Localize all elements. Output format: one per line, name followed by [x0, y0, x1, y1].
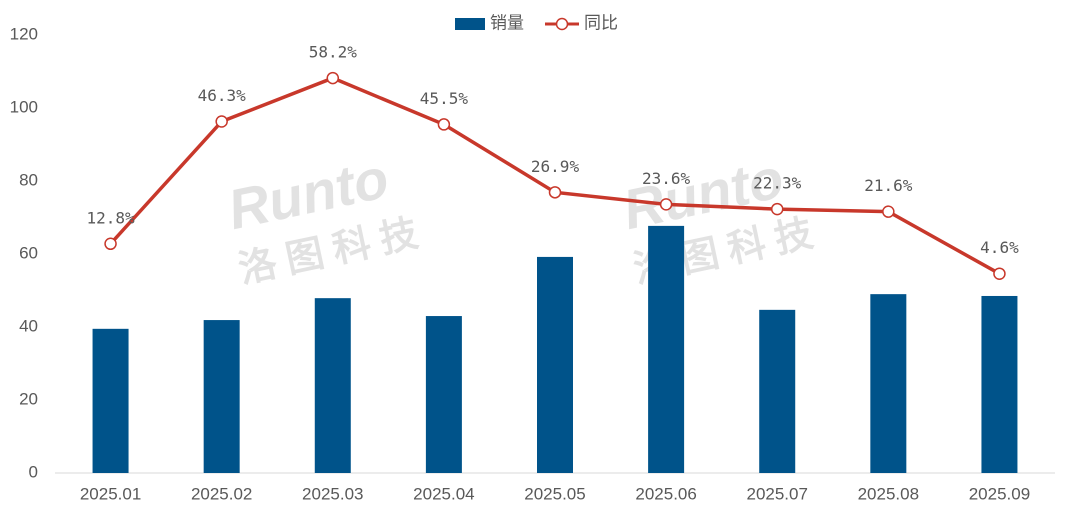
line-marker	[548, 186, 562, 199]
bar	[759, 309, 796, 473]
legend-label: 同比	[584, 13, 618, 32]
y-tick-label: 20	[19, 389, 38, 408]
line-marker	[326, 71, 340, 85]
bar	[870, 294, 907, 473]
y-tick-label: 120	[10, 24, 38, 43]
value-label: 12.8%	[86, 208, 135, 227]
value-label: 46.3%	[198, 86, 247, 105]
x-tick-label: 2025.03	[302, 484, 363, 503]
value-label: 22.3%	[753, 174, 802, 193]
bar	[648, 225, 685, 473]
bar	[425, 316, 462, 473]
line-marker	[215, 115, 228, 128]
value-label: 26.9%	[531, 157, 580, 176]
x-tick-label: 2025.06	[635, 484, 696, 503]
y-tick-label: 100	[10, 97, 38, 116]
bar	[314, 298, 351, 473]
bar	[537, 256, 573, 473]
value-label: 45.5%	[420, 89, 469, 108]
y-tick-label: 0	[29, 462, 38, 481]
line-marker	[437, 118, 451, 131]
x-tick-label: 2025.01	[80, 484, 141, 503]
y-tick-label: 40	[19, 316, 38, 335]
legend-swatch	[455, 18, 485, 30]
line-marker	[770, 202, 784, 216]
line-marker	[993, 267, 1006, 280]
line-marker	[659, 198, 673, 211]
x-tick-label: 2025.04	[413, 484, 474, 503]
x-tick-label: 2025.09	[969, 484, 1030, 503]
value-label: 4.6%	[980, 238, 1019, 257]
legend-swatch	[555, 17, 569, 31]
value-label: 58.2%	[309, 43, 358, 62]
x-tick-label: 2025.02	[191, 484, 252, 503]
x-tick-label: 2025.07	[746, 484, 807, 503]
bar	[203, 320, 240, 473]
x-tick-label: 2025.05	[524, 484, 585, 503]
y-tick-label: 60	[19, 243, 38, 262]
line-marker	[882, 205, 895, 218]
bar	[92, 328, 129, 473]
bar	[981, 295, 1018, 473]
value-label: 23.6%	[642, 169, 691, 188]
y-tick-label: 80	[19, 170, 38, 189]
x-tick-label: 2025.08	[858, 484, 919, 503]
line-marker	[104, 237, 117, 251]
legend-label: 销量	[490, 13, 524, 32]
value-label: 21.6%	[864, 176, 913, 195]
